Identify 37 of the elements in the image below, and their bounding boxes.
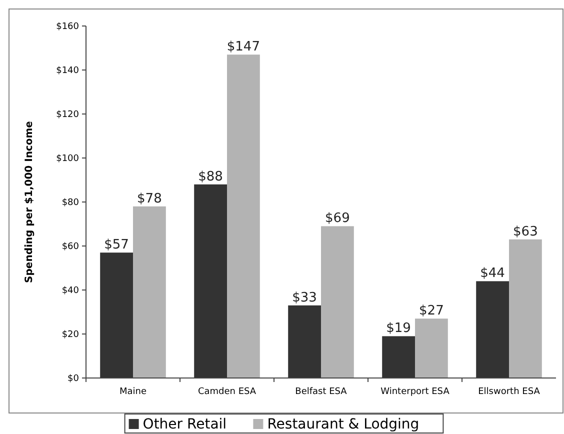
bar [288,305,321,378]
data-label: $88 [198,169,223,184]
data-label: $19 [386,321,411,336]
bar [133,206,166,378]
x-tick-label: Ellsworth ESA [478,387,541,397]
data-label: $63 [513,224,538,240]
data-label: $69 [325,211,350,226]
x-tick-label: Winterport ESA [380,387,450,397]
y-tick-label: $120 [56,110,80,120]
x-tick-label: Maine [119,387,147,397]
bar [415,318,448,378]
y-tick-label: $100 [56,154,80,164]
data-label: $44 [480,266,505,282]
data-label: $147 [226,40,260,55]
legend-label: Other Retail [142,416,227,432]
y-tick-label: $40 [62,286,80,296]
data-label: $78 [137,191,162,206]
bar [227,54,260,378]
y-tick-label: $160 [56,22,80,32]
bar [476,281,509,378]
legend-label: Restaurant & Lodging [267,416,420,432]
data-label: $57 [104,238,129,253]
y-tick-label: $80 [62,198,80,208]
bar [321,226,354,378]
y-tick-label: $60 [62,242,80,252]
bar [509,239,542,378]
data-label: $27 [419,304,444,319]
bar [382,336,415,378]
x-tick-label: Belfast ESA [295,387,348,397]
x-tick-label: Camden ESA [198,387,257,397]
y-tick-label: $0 [68,374,80,384]
bar [100,252,133,378]
y-axis-title: Spending per $1,000 Income [24,120,35,283]
bar [194,184,227,378]
y-tick-label: $140 [56,66,80,76]
y-tick-label: $20 [62,330,80,340]
data-label: $33 [292,290,317,306]
